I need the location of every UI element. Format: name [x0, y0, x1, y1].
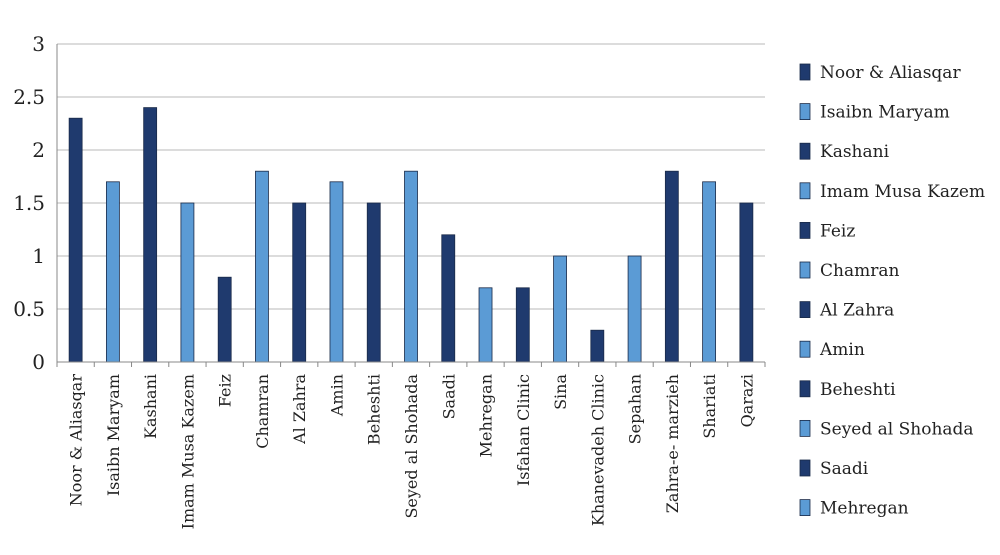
bar-15 — [627, 255, 642, 363]
legend: Noor & Aliasqar Isaibn Maryam Kashani Imam … — [799, 63, 985, 519]
legend-swatch — [799, 380, 811, 398]
bar-4 — [217, 276, 232, 363]
bar-11 — [478, 287, 493, 363]
y-tick-label: 1 — [32, 244, 45, 268]
bar-5 — [255, 170, 269, 363]
bar-12 — [515, 287, 530, 363]
bar-17 — [702, 181, 717, 363]
legend-swatch — [799, 301, 811, 319]
legend-label: Chamran — [820, 261, 899, 281]
legend-swatch — [799, 63, 811, 81]
legend-label: Feiz — [820, 221, 855, 241]
bar-9 — [404, 170, 418, 363]
axes — [56, 44, 766, 367]
x-tick-label: Al Zahra — [290, 374, 309, 445]
x-tick-label: Isfahan Clinic — [514, 374, 533, 486]
legend-swatch — [799, 499, 811, 517]
legend-swatch — [799, 103, 811, 120]
bar-6 — [292, 202, 307, 363]
bar-1 — [105, 181, 120, 363]
y-tick-label: 2 — [32, 138, 45, 162]
y-tick-label: 3 — [32, 32, 45, 56]
x-tick-label: Imam Musa Kazem — [178, 374, 197, 529]
legend-label: Beheshti — [820, 380, 896, 400]
legend-label: Saadi — [820, 459, 869, 479]
x-tick-label: Noor & Aliasqar — [67, 374, 86, 507]
legend-label: Isaibn Maryam — [820, 103, 950, 123]
y-tick-labels: 0 0.5 1 1.5 2 2.5 3 — [13, 32, 45, 374]
legend-swatch — [799, 419, 811, 437]
y-tick-label: 0 — [32, 350, 45, 374]
x-tick-label: Seyed al Shohada — [402, 374, 421, 519]
x-tick-label: Khanevadeh Clinic — [588, 374, 607, 526]
bar-0 — [68, 117, 83, 363]
x-tick-label: Qarazi — [737, 374, 756, 427]
y-tick-label: 0.5 — [13, 297, 45, 321]
x-tick-label: Zahra-e- marzieh — [663, 374, 682, 513]
x-tick-label: Shariati — [700, 374, 719, 439]
legend-label: Noor & Aliasqar — [820, 63, 961, 83]
bars — [68, 107, 754, 363]
x-tick-label: Sina — [551, 374, 570, 410]
legend-label: Kashani — [820, 142, 890, 162]
bar-10 — [441, 234, 456, 363]
x-tick-label: Mehregan — [477, 374, 496, 457]
x-tick-label: Isaibn Maryam — [104, 374, 123, 496]
bar-7 — [329, 181, 344, 363]
legend-label: Amin — [819, 340, 865, 360]
bar-2 — [143, 107, 158, 363]
legend-swatch — [799, 459, 811, 477]
legend-label: Al Zahra — [819, 301, 894, 321]
x-tick-labels: Noor & Aliasqar Isaibn Maryam Kashani Imam … — [67, 374, 757, 530]
bar-13 — [553, 255, 567, 363]
legend-swatch — [799, 261, 811, 279]
legend-swatch — [799, 221, 811, 239]
y-tick-label: 2.5 — [13, 85, 45, 109]
legend-swatch — [799, 142, 811, 160]
bar-14 — [590, 329, 605, 363]
x-tick-label: Amin — [327, 374, 346, 417]
legend-swatch — [799, 340, 811, 358]
legend-label: Seyed al Shohada — [820, 419, 974, 439]
legend-swatch — [799, 182, 811, 200]
x-tick-label: Saadi — [439, 374, 458, 419]
bar-3 — [180, 202, 195, 363]
legend-label: Mehregan — [820, 499, 909, 519]
x-tick-label: Beheshti — [365, 374, 384, 445]
x-tick-label: Sepahan — [626, 374, 645, 444]
x-tick-label: Feiz — [216, 374, 235, 407]
x-tick-label: Kashani — [141, 374, 160, 439]
y-tick-label: 1.5 — [13, 191, 45, 215]
bar-18 — [739, 202, 754, 363]
bar-16 — [664, 170, 679, 363]
x-tick-label: Chamran — [253, 374, 272, 449]
bar-8 — [366, 202, 381, 363]
legend-label: Imam Musa Kazem — [820, 182, 985, 202]
